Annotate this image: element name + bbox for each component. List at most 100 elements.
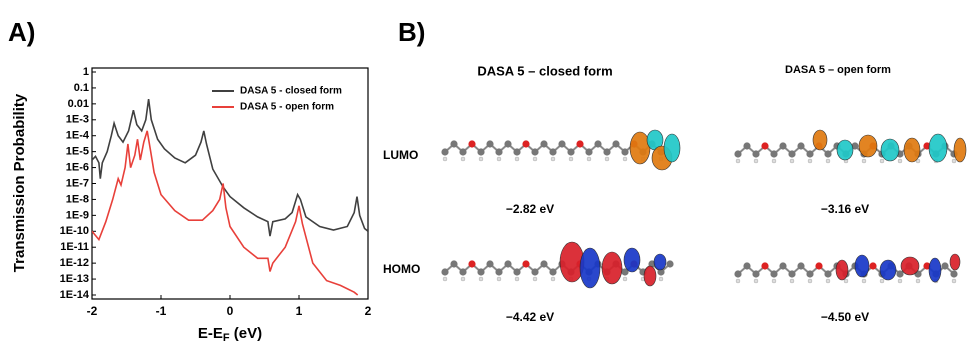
y-axis-label: Transmission Probability xyxy=(11,93,28,272)
atom xyxy=(752,150,759,157)
atom xyxy=(522,140,529,147)
atom xyxy=(495,268,502,275)
atom xyxy=(941,262,948,269)
atom xyxy=(459,268,466,275)
atom xyxy=(666,260,673,267)
atom xyxy=(734,150,741,157)
atom xyxy=(916,279,920,283)
atom xyxy=(515,277,519,281)
y-tick-label: 1E-13 xyxy=(60,273,89,285)
orbital-panel: DASA 5 – closed form DASA 5 – open form … xyxy=(383,63,966,324)
atom xyxy=(461,157,465,161)
atom xyxy=(603,148,610,155)
atom xyxy=(531,268,538,275)
atom xyxy=(551,157,555,161)
atom xyxy=(569,157,573,161)
lines xyxy=(92,99,368,295)
atom xyxy=(441,268,448,275)
atom xyxy=(772,279,776,283)
atom xyxy=(522,260,529,267)
atom xyxy=(808,159,812,163)
orbital-lobe xyxy=(950,254,960,270)
atom xyxy=(770,150,777,157)
orbital-lobe xyxy=(644,266,656,286)
column-heading: DASA 5 – closed form xyxy=(477,63,612,78)
atom xyxy=(952,279,956,283)
atom xyxy=(513,268,520,275)
atom xyxy=(779,142,786,149)
orbital-lobe xyxy=(602,252,622,284)
atom xyxy=(623,277,627,281)
atom xyxy=(788,270,795,277)
atom xyxy=(824,270,831,277)
atom xyxy=(844,279,848,283)
atom xyxy=(754,159,758,163)
x-tick-label: 0 xyxy=(227,304,234,318)
column-heading: DASA 5 – open form xyxy=(785,64,891,76)
y-tick-label: 0.1 xyxy=(74,82,89,94)
orbital-lobe xyxy=(859,135,877,157)
atom xyxy=(486,260,493,267)
atom xyxy=(486,140,493,147)
orbital-lobe xyxy=(654,254,666,270)
atom xyxy=(815,262,822,269)
atom xyxy=(450,140,457,147)
atom xyxy=(513,148,520,155)
atom xyxy=(806,270,813,277)
orbital-lobe xyxy=(904,138,920,162)
atom xyxy=(443,277,447,281)
atom xyxy=(585,148,592,155)
energy: −4.50 eV xyxy=(821,310,869,324)
atom xyxy=(533,277,537,281)
atom xyxy=(754,279,758,283)
atom xyxy=(576,140,583,147)
energy: −2.82 eV xyxy=(506,202,554,216)
atom xyxy=(623,157,627,161)
atom xyxy=(797,142,804,149)
panel-label: B) xyxy=(398,17,425,47)
x-tick-label: -1 xyxy=(156,304,167,318)
y-tick-label: 1E-5 xyxy=(66,146,89,158)
atom xyxy=(533,157,537,161)
orbital-lobe xyxy=(624,248,640,272)
atom xyxy=(761,262,768,269)
atom xyxy=(761,142,768,149)
orbital-lobe xyxy=(954,138,966,162)
atom xyxy=(461,277,465,281)
atom xyxy=(479,277,483,281)
atom xyxy=(540,140,547,147)
atom xyxy=(752,270,759,277)
molecule xyxy=(441,242,673,288)
atom xyxy=(790,279,794,283)
atom xyxy=(862,279,866,283)
orbital-lobe xyxy=(881,139,899,161)
atom xyxy=(736,279,740,283)
atom xyxy=(826,279,830,283)
atom xyxy=(772,159,776,163)
atom xyxy=(621,148,628,155)
atom xyxy=(540,260,547,267)
x-label-part: E-E xyxy=(198,325,223,342)
atom xyxy=(880,159,884,163)
y-tick-label: 1E-11 xyxy=(60,241,89,253)
atom xyxy=(441,148,448,155)
orbital-lobe xyxy=(929,134,947,162)
y-tick-label: 0.01 xyxy=(68,98,89,110)
atom xyxy=(770,270,777,277)
atom xyxy=(950,270,957,277)
atom xyxy=(736,159,740,163)
x-label-part: (eV) xyxy=(230,325,263,342)
row-label: HOMO xyxy=(383,262,420,276)
series-line xyxy=(92,131,358,295)
atom xyxy=(558,140,565,147)
atom xyxy=(551,277,555,281)
atom xyxy=(504,260,511,267)
atom xyxy=(567,148,574,155)
figure: A) B) Transmission Probability E-EF (eV)… xyxy=(0,0,971,345)
orbital-lobe xyxy=(837,140,853,160)
orbital-lobe xyxy=(813,130,827,150)
orbital-lobe xyxy=(855,255,869,277)
atom xyxy=(826,159,830,163)
molecule xyxy=(441,130,680,170)
y-tick-label: 1E-6 xyxy=(66,161,89,173)
